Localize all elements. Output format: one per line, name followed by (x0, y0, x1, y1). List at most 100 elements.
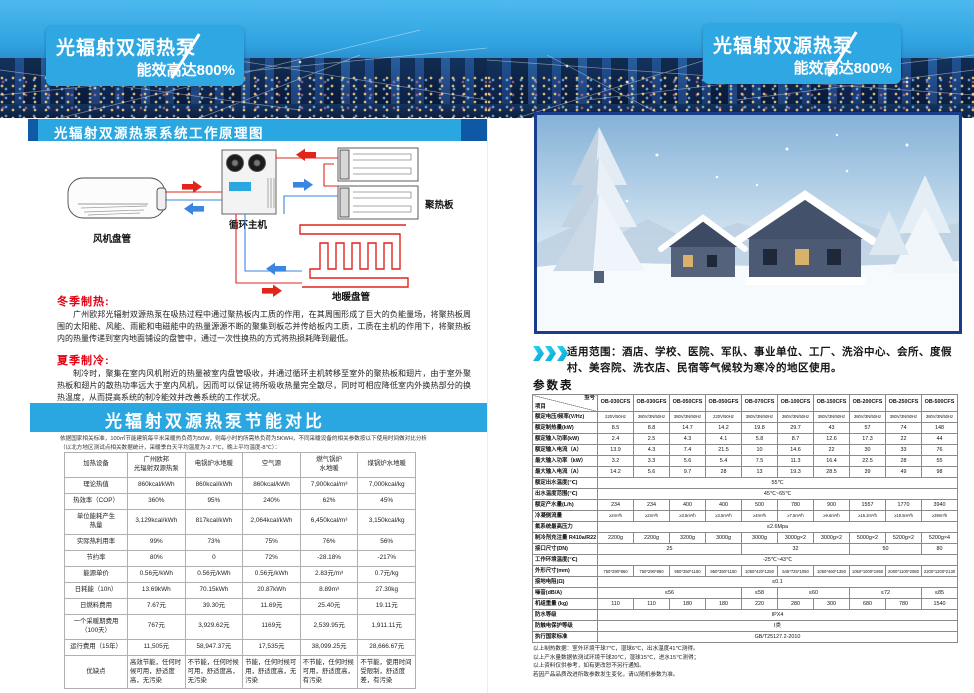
row-label: 额定输入电流（A） (532, 444, 598, 457)
table-cell: 55 (921, 455, 958, 468)
table-row: 额定输入电流（A） 13.9 4.3 7.4 21.5 10 14.6 22 30 33 76 (532, 444, 958, 457)
table-cell: 380V/3N/50Hz (849, 410, 886, 424)
table-cell: 4.3 (669, 433, 706, 446)
table-cell: 不节能，任何时候可用，舒适度高，有污染 (299, 654, 359, 690)
table-cell: 300 (813, 598, 850, 611)
table-cell: 19.3 (777, 466, 814, 479)
column-header: OB-500CFS (921, 394, 958, 412)
table-cell: 58,947.37元 (184, 638, 244, 656)
fir-tree-large (553, 127, 645, 283)
table-row: 日耗能（10h） 13.69kWh 70.15kWh 20.87kWh 8.89m³ 27… (64, 581, 416, 599)
row-label: 额定电压/频率(V/Hz) (532, 410, 598, 424)
table-cell: 3.2 (597, 455, 634, 468)
table-row: 一个采暖期费用 （100天） 767元 3,929.62元 1169元 2,539.95… (64, 613, 416, 640)
application-scope: 适用范围：酒店、学校、医院、军队、事业单位、工厂、洗浴中心、会所、度假村、美容院… (533, 344, 953, 377)
table-corner: 加热设备 (64, 452, 128, 478)
table-cell: 380V/3N/50Hz (669, 410, 706, 424)
table-cell: 380V/3N/50Hz (885, 410, 922, 424)
table-cell: 57 (849, 422, 886, 435)
table-cell: 240% (242, 492, 301, 510)
table-cell: 110 (597, 598, 634, 611)
table-cell: 7.5 (741, 455, 778, 468)
table-cell: 2,064kcal/kWh (242, 508, 301, 535)
row-label: 氟系统最高压力 (532, 521, 598, 534)
table-cell: 33 (885, 444, 922, 457)
table-cell: 45% (357, 492, 416, 510)
table-cell: 3200g (669, 532, 706, 545)
fan-coil-label: 风机盘管 (93, 233, 132, 245)
table-cell: 27.30kg (357, 581, 416, 599)
table-cell: 1050*1000*1950 (849, 565, 886, 578)
table-cell: 74 (885, 422, 922, 435)
row-label: 一个采暖期费用 （100天） (64, 613, 128, 640)
table-cell: 3,929.62元 (184, 613, 244, 640)
table-cell: 3,150kcal/kg (357, 508, 416, 535)
table-cell: 9.7 (669, 466, 706, 479)
table-cell: 2.5 (633, 433, 670, 446)
table-row: 机组重量 (kg) 110 110 180 180 220 280 300 680 780 1540 (532, 598, 958, 611)
table-cell: 32 (741, 543, 850, 556)
footnote: 以上产水量数据依测试环境干球20℃，湿球15℃，进水15℃测得； (533, 654, 700, 661)
row-label: 最大输入功率（kW） (532, 455, 598, 468)
table-cell: 3.3 (633, 455, 670, 468)
table-cell: 7,900kcal/m³ (299, 476, 359, 494)
triple-chevron-icon (533, 346, 569, 366)
row-label: 工作环境温度(℃) (532, 554, 598, 567)
row-label: 实际热利用率 (64, 533, 128, 551)
table-cell: 234 (597, 499, 634, 512)
compare-note-1: 依据国家相关标准，100㎡节能建筑每平米采暖热负荷为50W，则每小时的所需热负荷… (60, 436, 428, 442)
snow-flakes (625, 133, 909, 203)
table-cell: 900 (813, 499, 850, 512)
table-cell: 2200g (633, 532, 670, 545)
snow-house (733, 190, 877, 285)
table-cell: 2200g (597, 532, 634, 545)
column-header: OB-100CFS (777, 394, 814, 412)
table-cell: 73% (184, 533, 244, 551)
table-cell: 0.56元/kWh (184, 565, 244, 583)
table-cell: ≥3.5m³/h (705, 510, 742, 523)
table-cell: 2.4 (597, 433, 634, 446)
row-label: 优缺点 (64, 654, 128, 690)
column-header: OB-050GFS (705, 394, 742, 412)
table-cell: 1050*420*1250 (741, 565, 778, 578)
table-cell: 22 (813, 444, 850, 457)
column-header: OB-150CFS (813, 394, 850, 412)
table-cell: 13.9 (597, 444, 634, 457)
footnote: 以上制热数据：室外环境干球7℃，湿球6℃，出水温度41℃测得。 (533, 646, 699, 652)
main-unit-label: 循环主机 (229, 219, 268, 231)
table-row: 额定出水温度(℃) 55℃ (532, 477, 958, 490)
table-cell: 234 (633, 499, 670, 512)
banner-title: 光辐射双源热泵 (713, 36, 854, 57)
table-cell: 28 (885, 455, 922, 468)
table-cell: 72% (242, 549, 301, 567)
spec-table: 型号 项目 OB-030CFS OB-030GFS OB-050CFS OB-050GFS… (532, 394, 958, 644)
table-row: 节约率 80% 0 72% -28.18% -217% (64, 549, 416, 567)
table-cell: ≥4m³/h (741, 510, 778, 523)
table-cell: 1770 (885, 499, 922, 512)
row-label: 节约率 (64, 549, 128, 567)
compare-section-bar: 光辐射双源热泵节能对比 (30, 403, 487, 432)
table-cell: ≤0.1 (597, 576, 958, 589)
table-cell: 7.4 (669, 444, 706, 457)
table-cell: 180 (669, 598, 706, 611)
table-row: 防水等级 IPX4 (532, 609, 958, 622)
row-label: 额定出水温度(℃) (532, 477, 598, 490)
row-label: 额定输入功率(kW) (532, 433, 598, 446)
column-header: OB-200CFS (849, 394, 886, 412)
column-header: OB-250CFS (885, 394, 922, 412)
table-cell: 高效节能，任何时候可用，舒适度高，无污染 (127, 654, 186, 690)
summer-cooling-title: 夏季制冷: (57, 355, 110, 367)
table-cell: 16.4 (813, 455, 850, 468)
table-cell: 950*350*1150 (705, 565, 742, 578)
table-cell: 750*290*860 (633, 565, 670, 578)
table-cell: 76 (921, 444, 958, 457)
table-cell: 17,535元 (242, 638, 301, 656)
table-row: 制冷剂充注量 R410a/R22 2200g 2200g 3200g 3000g 3000… (532, 532, 958, 545)
table-cell: 11,505元 (127, 638, 186, 656)
table-cell: 45℃~65℃ (597, 488, 958, 501)
table-cell: ≤2.6Mpa (597, 521, 958, 534)
table-cell: 8.8 (633, 422, 670, 435)
table-cell: 380V/3N/50Hz (777, 410, 814, 424)
table-cell: -25℃~43℃ (597, 554, 958, 567)
